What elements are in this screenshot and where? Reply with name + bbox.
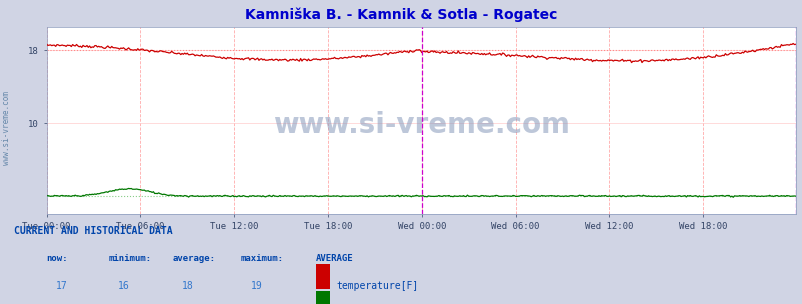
Text: 19: 19 <box>250 281 262 291</box>
Text: AVERAGE: AVERAGE <box>315 254 353 263</box>
Text: 17: 17 <box>56 281 68 291</box>
Text: 16: 16 <box>118 281 130 291</box>
Text: Kamniška B. - Kamnik & Sotla - Rogatec: Kamniška B. - Kamnik & Sotla - Rogatec <box>245 8 557 22</box>
Text: now:: now: <box>47 254 68 263</box>
Text: minimum:: minimum: <box>108 254 152 263</box>
Text: CURRENT AND HISTORICAL DATA: CURRENT AND HISTORICAL DATA <box>14 226 173 236</box>
Bar <box>315 264 330 289</box>
Text: www.si-vreme.com: www.si-vreme.com <box>2 91 11 165</box>
Text: temperature[F]: temperature[F] <box>336 281 418 291</box>
Text: maximum:: maximum: <box>241 254 284 263</box>
Text: 18: 18 <box>182 281 194 291</box>
Text: average:: average: <box>172 254 216 263</box>
Text: www.si-vreme.com: www.si-vreme.com <box>273 111 569 139</box>
Bar <box>315 292 330 304</box>
